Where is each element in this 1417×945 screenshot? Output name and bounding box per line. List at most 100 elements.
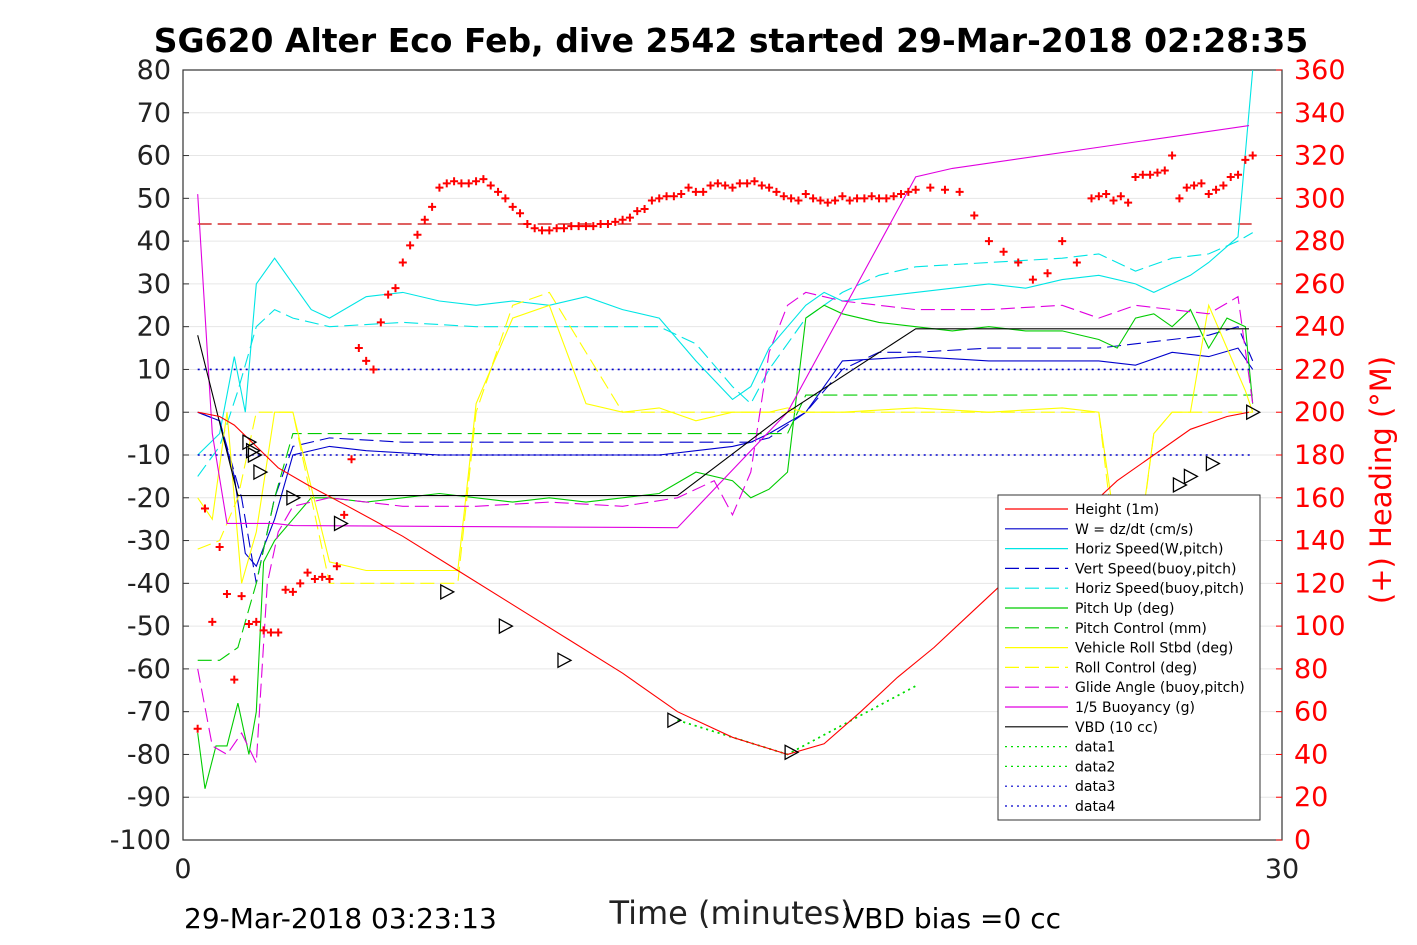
heading-point	[1131, 172, 1140, 181]
heading-point	[450, 177, 459, 186]
y-right-tick-label: 220	[1294, 354, 1346, 385]
heading-point	[721, 181, 730, 190]
heading-point	[984, 237, 993, 246]
legend-label: 1/5 Buoyancy (g)	[1075, 700, 1195, 716]
heading-point	[633, 207, 642, 216]
legend-label: Horiz Speed(buoy,pitch)	[1075, 581, 1244, 597]
heading-point	[940, 185, 949, 194]
heading-point	[369, 365, 378, 374]
x-tick-label: 30	[1265, 854, 1299, 885]
y-tick-label: 70	[137, 98, 171, 129]
heading-point	[1094, 192, 1103, 201]
heading-point	[281, 585, 290, 594]
heading-point	[362, 356, 371, 365]
heading-point	[545, 226, 554, 235]
legend-label: Height (1m)	[1075, 502, 1159, 518]
heading-point	[1175, 194, 1184, 203]
heading-point	[999, 247, 1008, 256]
heading-point	[420, 215, 429, 224]
series-line	[677, 685, 917, 756]
series-line	[197, 69, 1254, 456]
heading-point	[845, 196, 854, 205]
heading-point	[1212, 185, 1221, 194]
y-right-tick-label: 180	[1294, 440, 1346, 471]
triangle-marker	[440, 583, 456, 600]
heading-point	[882, 194, 891, 203]
series-line	[197, 328, 1249, 497]
series-line	[197, 326, 1254, 584]
heading-points	[193, 151, 1257, 733]
heading-point	[567, 222, 576, 231]
heading-point	[816, 196, 825, 205]
y-right-tick-label: 280	[1294, 226, 1346, 257]
right-axis-label: (+) Heading (°M)	[1364, 356, 1398, 604]
heading-point	[1102, 190, 1111, 199]
triangle-marker	[1205, 455, 1221, 472]
heading-point	[413, 230, 422, 239]
series-line	[197, 125, 1250, 529]
heading-point	[838, 192, 847, 201]
legend-label: data1	[1075, 740, 1115, 756]
heading-point	[1146, 170, 1155, 179]
x-axis-label: Time (minutes)	[609, 894, 853, 932]
legend-label: Vehicle Roll Stbd (deg)	[1075, 641, 1233, 657]
x-tick-label: 0	[174, 854, 191, 885]
heading-point	[1153, 168, 1162, 177]
legend-label: data2	[1075, 759, 1115, 775]
heading-point	[655, 194, 664, 203]
heading-point	[552, 224, 561, 233]
heading-point	[750, 177, 759, 186]
heading-point	[699, 187, 708, 196]
y-right-tick-label: 60	[1294, 697, 1328, 728]
series-line	[197, 304, 1254, 789]
heading-point	[1234, 170, 1243, 179]
heading-point	[457, 179, 466, 188]
heading-point	[244, 619, 253, 628]
y-tick-label: 30	[137, 269, 171, 300]
y-tick-label: 60	[137, 141, 171, 172]
heading-point	[325, 575, 334, 584]
legend-label: VBD (10 cc)	[1075, 720, 1158, 736]
y-tick-label: 80	[137, 55, 171, 86]
legend-label: Roll Control (deg)	[1075, 660, 1197, 676]
footer-vbd-bias: VBD bias =0 cc	[845, 902, 1061, 935]
heading-point	[494, 187, 503, 196]
legend-label: Pitch Control (mm)	[1075, 621, 1207, 637]
y-tick-label: 20	[137, 312, 171, 343]
triangle-marker	[784, 744, 800, 761]
y-right-tick-label: 120	[1294, 568, 1346, 599]
heading-point	[581, 222, 590, 231]
legend-label: Vert Speed(buoy,pitch)	[1075, 561, 1237, 577]
heading-point	[1058, 237, 1067, 246]
heading-point	[376, 318, 385, 327]
heading-point	[955, 187, 964, 196]
heading-point	[823, 198, 832, 207]
y-right-tick-label: 340	[1294, 98, 1346, 129]
y-right-tick-label: 100	[1294, 611, 1346, 642]
y-tick-label: -10	[127, 440, 171, 471]
heading-point	[618, 215, 627, 224]
heading-point	[354, 344, 363, 353]
heading-point	[735, 179, 744, 188]
heading-point	[252, 617, 261, 626]
heading-point	[428, 202, 437, 211]
heading-point	[266, 628, 275, 637]
legend-label: Pitch Up (deg)	[1075, 601, 1174, 617]
y-tick-label: -70	[127, 697, 171, 728]
y-right-tick-label: 200	[1294, 397, 1346, 428]
heading-point	[691, 187, 700, 196]
heading-point	[530, 224, 539, 233]
heading-point	[772, 187, 781, 196]
heading-point	[596, 220, 605, 228]
heading-point	[662, 192, 671, 201]
series-line	[197, 232, 1253, 477]
heading-point	[743, 179, 752, 188]
heading-point	[589, 222, 598, 231]
heading-point	[435, 183, 444, 192]
heading-point	[1219, 181, 1228, 190]
heading-point	[1204, 190, 1213, 199]
triangle-marker	[286, 489, 302, 506]
y-tick-label: -100	[110, 825, 171, 856]
heading-point	[603, 220, 612, 228]
heading-point	[809, 194, 818, 203]
